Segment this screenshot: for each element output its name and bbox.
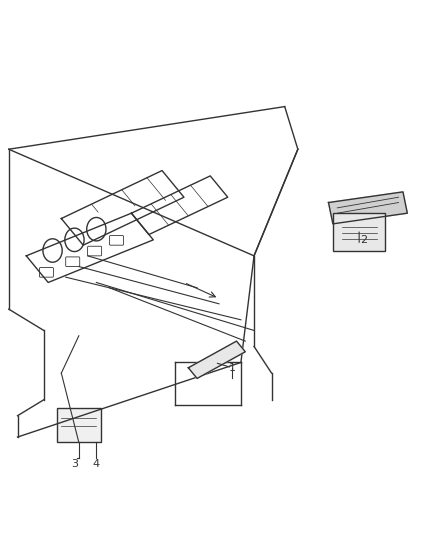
Text: 4: 4 [93, 459, 100, 469]
Text: 1: 1 [229, 363, 236, 373]
Text: 3: 3 [71, 459, 78, 469]
Text: 2: 2 [360, 235, 367, 245]
FancyBboxPatch shape [57, 408, 101, 442]
FancyBboxPatch shape [333, 213, 385, 251]
Polygon shape [328, 192, 407, 224]
Polygon shape [188, 341, 245, 378]
